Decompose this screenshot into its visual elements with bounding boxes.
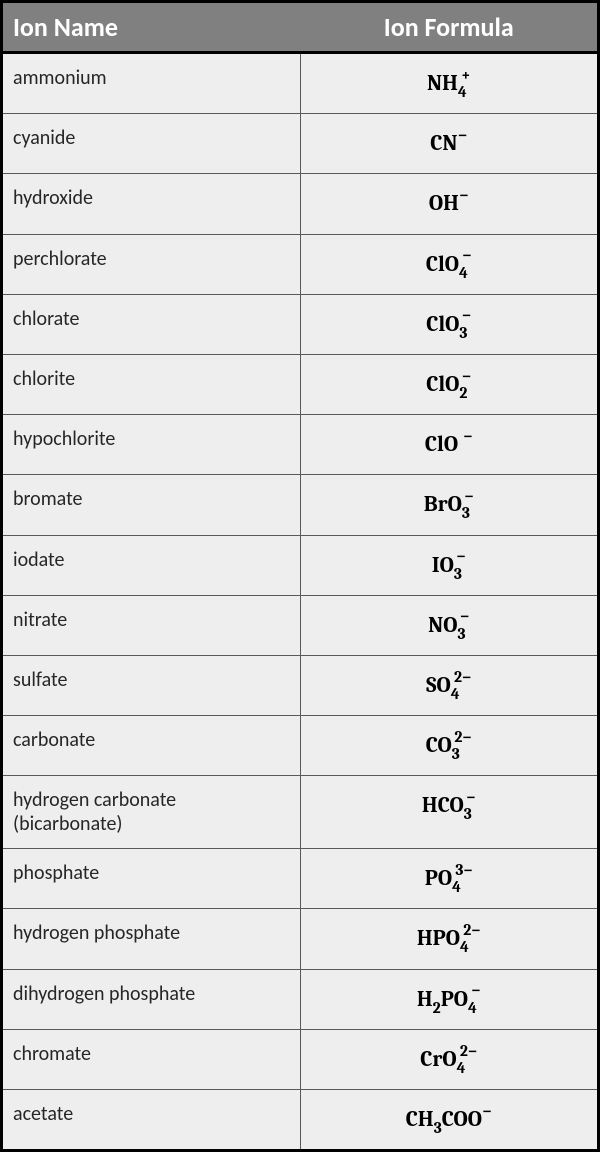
table-row: bromateBrO3− xyxy=(2,475,599,535)
ion-formula-cell: CrO42− xyxy=(300,1029,599,1089)
table-row: iodateIO3− xyxy=(2,535,599,595)
ion-name-cell: chlorite xyxy=(2,354,301,414)
col-header-name: Ion Name xyxy=(2,2,301,53)
ion-formula-cell: IO3− xyxy=(300,535,599,595)
table-row: dihydrogen phosphateH2PO4− xyxy=(2,969,599,1029)
ion-formula-cell: ClO4− xyxy=(300,234,599,294)
table-row: ammoniumNH4+ xyxy=(2,53,599,114)
table-row: chromateCrO42− xyxy=(2,1029,599,1089)
ion-formula-cell: BrO3− xyxy=(300,475,599,535)
table-row: cyanideCN− xyxy=(2,114,599,174)
ion-formula-cell: SO42− xyxy=(300,655,599,715)
ion-formula-cell: HCO3− xyxy=(300,776,599,849)
table-row: hydrogen phosphateHPO42− xyxy=(2,909,599,969)
ion-name-cell: acetate xyxy=(2,1090,301,1151)
table-row: nitrateNO3− xyxy=(2,595,599,655)
ion-formula-cell: HPO42− xyxy=(300,909,599,969)
table-row: chloriteClO2− xyxy=(2,354,599,414)
table-row: hydrogen carbonate (bicarbonate)HCO3− xyxy=(2,776,599,849)
ion-name-cell: cyanide xyxy=(2,114,301,174)
ion-name-cell: ammonium xyxy=(2,53,301,114)
table-row: carbonateCO32− xyxy=(2,716,599,776)
ion-name-cell: hypochlorite xyxy=(2,415,301,475)
ion-name-cell: iodate xyxy=(2,535,301,595)
table-row: chlorateClO3− xyxy=(2,294,599,354)
ion-name-cell: sulfate xyxy=(2,655,301,715)
ion-name-cell: carbonate xyxy=(2,716,301,776)
ion-formula-cell: ClO3− xyxy=(300,294,599,354)
ion-name-cell: perchlorate xyxy=(2,234,301,294)
ion-formula-cell: NH4+ xyxy=(300,53,599,114)
ion-name-cell: hydrogen phosphate xyxy=(2,909,301,969)
table-row: sulfateSO42− xyxy=(2,655,599,715)
ion-table: Ion Name Ion Formula ammoniumNH4+cyanide… xyxy=(0,0,600,1152)
ion-formula-cell: ClO2− xyxy=(300,354,599,414)
col-header-formula: Ion Formula xyxy=(300,2,599,53)
table-row: acetateCH3COO− xyxy=(2,1090,599,1151)
ion-name-cell: bromate xyxy=(2,475,301,535)
ion-name-cell: hydrogen carbonate (bicarbonate) xyxy=(2,776,301,849)
table-header-row: Ion Name Ion Formula xyxy=(2,2,599,53)
ion-formula-cell: ClO − xyxy=(300,415,599,475)
table-row: phosphatePO43− xyxy=(2,849,599,909)
ion-name-cell: chlorate xyxy=(2,294,301,354)
ion-formula-cell: CO32− xyxy=(300,716,599,776)
ion-name-cell: chromate xyxy=(2,1029,301,1089)
ion-name-cell: nitrate xyxy=(2,595,301,655)
ion-formula-cell: NO3− xyxy=(300,595,599,655)
ion-name-cell: phosphate xyxy=(2,849,301,909)
ion-name-cell: hydroxide xyxy=(2,174,301,234)
ion-formula-cell: H2PO4− xyxy=(300,969,599,1029)
table-row: hydroxideOH− xyxy=(2,174,599,234)
ion-name-cell: dihydrogen phosphate xyxy=(2,969,301,1029)
ion-formula-cell: PO43− xyxy=(300,849,599,909)
ion-formula-cell: OH− xyxy=(300,174,599,234)
ion-formula-cell: CH3COO− xyxy=(300,1090,599,1151)
ion-formula-cell: CN− xyxy=(300,114,599,174)
table-row: perchlorateClO4− xyxy=(2,234,599,294)
table-row: hypochloriteClO − xyxy=(2,415,599,475)
